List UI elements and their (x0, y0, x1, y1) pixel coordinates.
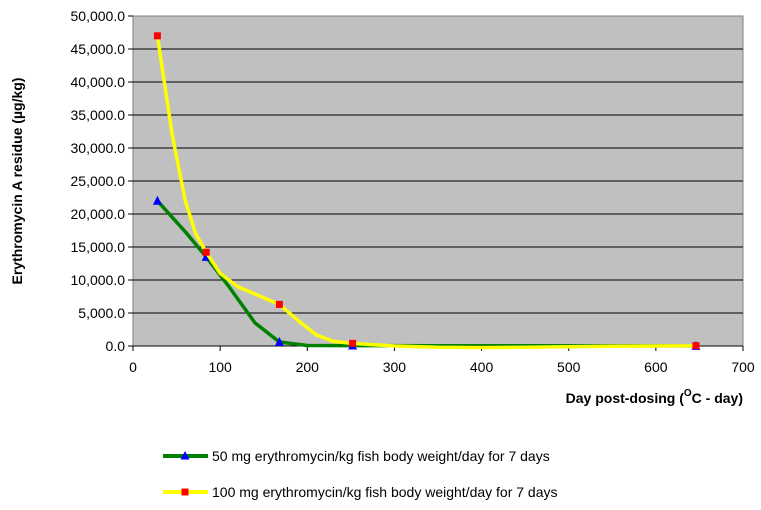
x-tick-label: 0 (129, 359, 137, 375)
y-tick-label: 30,000.0 (71, 140, 126, 156)
data-point-series-1 (274, 337, 284, 347)
y-tick-label: 5,000.0 (78, 305, 125, 321)
y-tick-label: 45,000.0 (71, 41, 126, 57)
y-tick-label: 50,000.0 (71, 8, 126, 24)
legend-label-series-2: 100 mg erythromycin/kg fish body weight/… (212, 484, 558, 500)
series-line-2 (155, 34, 698, 350)
data-point-series-2 (275, 300, 283, 308)
y-tick-label: 10,000.0 (71, 272, 126, 288)
x-axis-title-end: C - day) (692, 390, 743, 406)
x-tick-label: 400 (470, 359, 494, 375)
x-tick-label: 100 (208, 359, 232, 375)
data-point-series-2 (202, 248, 210, 256)
y-tick-label: 15,000.0 (71, 239, 126, 255)
data-point-series-2 (153, 32, 161, 40)
x-tick-label: 500 (557, 359, 581, 375)
x-axis-title: Day post-dosing (OC - day) (566, 388, 743, 406)
x-axis-ticks: 0 100 200 300 400 500 600 700 (129, 345, 755, 375)
x-axis-title-start: Day post-dosing ( (566, 390, 685, 406)
series-group (152, 32, 701, 350)
x-tick-label: 300 (383, 359, 407, 375)
series-2 (153, 32, 700, 350)
gridlines (133, 48, 743, 314)
legend-item-series-1: 50 mg erythromycin/kg fish body weight/d… (163, 448, 550, 464)
data-point-series-2 (349, 339, 357, 347)
legend-label-series-1: 50 mg erythromycin/kg fish body weight/d… (212, 448, 550, 464)
y-tick-label: 20,000.0 (71, 206, 126, 222)
y-axis-title: Erythromycin A residue (µg/kg) (9, 78, 25, 285)
legend: 50 mg erythromycin/kg fish body weight/d… (163, 448, 558, 500)
legend-item-series-2: 100 mg erythromycin/kg fish body weight/… (163, 484, 558, 500)
x-tick-label: 200 (296, 359, 320, 375)
y-tick-label: 25,000.0 (71, 173, 126, 189)
y-tick-label: 40,000.0 (71, 74, 126, 90)
legend-marker-series-1 (180, 451, 190, 460)
data-point-series-2 (692, 342, 700, 350)
y-tick-label: 0.0 (106, 338, 126, 354)
y-tick-label: 35,000.0 (71, 107, 126, 123)
x-tick-label: 600 (644, 359, 668, 375)
data-point-series-1 (152, 195, 162, 205)
legend-marker-series-2 (181, 488, 189, 496)
x-tick-label: 700 (731, 359, 755, 375)
y-axis-ticks: 0.0 5,000.0 10,000.0 15,000.0 20,000.0 25,000… (71, 8, 133, 354)
x-axis-title-superscript: O (684, 388, 692, 399)
